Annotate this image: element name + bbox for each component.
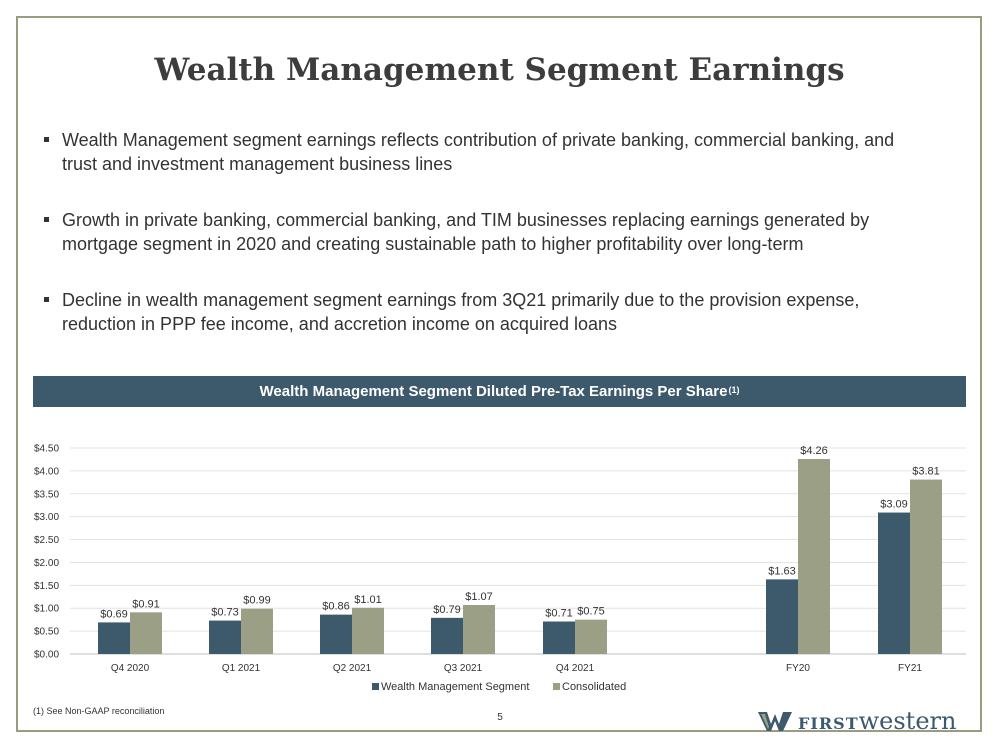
slide-frame bbox=[16, 16, 982, 732]
bar-wealth-management bbox=[543, 621, 575, 654]
data-label: $0.99 bbox=[243, 595, 271, 607]
data-label: $1.07 bbox=[465, 591, 493, 603]
bar-wealth-management bbox=[98, 622, 130, 654]
data-label: $1.63 bbox=[768, 565, 796, 577]
footnote: (1) See Non-GAAP reconciliation bbox=[33, 706, 165, 716]
bullet-text: Growth in private banking, commercial ba… bbox=[62, 210, 870, 254]
bar-wealth-management bbox=[878, 512, 910, 654]
legend-label: Consolidated bbox=[562, 681, 626, 693]
data-label: $3.81 bbox=[912, 466, 940, 478]
y-tick-label: $4.00 bbox=[34, 466, 59, 477]
logo-wordmark: FIRSTwestern bbox=[798, 707, 957, 735]
bar-consolidated bbox=[352, 607, 384, 654]
bar-consolidated bbox=[910, 479, 942, 654]
bar-consolidated bbox=[575, 619, 607, 654]
x-tick-label: FY21 bbox=[898, 663, 922, 674]
y-tick-label: $1.00 bbox=[34, 604, 59, 615]
bullet-item: Wealth Management segment earnings refle… bbox=[44, 128, 924, 176]
bullet-item: Growth in private banking, commercial ba… bbox=[44, 208, 924, 256]
bar-wealth-management bbox=[209, 620, 241, 654]
data-label: $0.79 bbox=[433, 604, 461, 616]
data-label: $0.86 bbox=[322, 601, 350, 613]
page-number: 5 bbox=[497, 712, 503, 723]
x-tick-label: FY20 bbox=[786, 663, 810, 674]
y-tick-label: $0.50 bbox=[34, 627, 59, 638]
bar-wealth-management bbox=[431, 617, 463, 654]
legend-swatch bbox=[553, 683, 560, 690]
data-label: $0.91 bbox=[132, 598, 160, 610]
bar-consolidated bbox=[130, 612, 162, 654]
legend-swatch bbox=[372, 683, 379, 690]
x-tick-label: Q2 2021 bbox=[333, 663, 372, 674]
legend-label: Wealth Management Segment bbox=[381, 681, 529, 693]
y-tick-label: $1.50 bbox=[34, 581, 59, 592]
bullet-item: Decline in wealth management segment ear… bbox=[44, 288, 924, 336]
y-tick-label: $0.00 bbox=[34, 650, 59, 661]
y-tick-label: $2.50 bbox=[34, 535, 59, 546]
x-tick-label: Q3 2021 bbox=[444, 663, 483, 674]
bar-wealth-management bbox=[766, 579, 798, 654]
bullet-list: Wealth Management segment earnings refle… bbox=[44, 128, 924, 368]
y-tick-label: $3.00 bbox=[34, 512, 59, 523]
chart-banner-footnote-ref: (1) bbox=[728, 384, 740, 395]
firstwestern-logo: FIRSTwestern bbox=[758, 707, 956, 735]
data-label: $0.75 bbox=[577, 606, 605, 618]
data-label: $1.01 bbox=[354, 594, 382, 606]
chart-banner-title: Wealth Management Segment Diluted Pre-Ta… bbox=[259, 383, 728, 400]
page-title: Wealth Management Segment Earnings bbox=[154, 52, 845, 88]
bar-consolidated bbox=[463, 605, 495, 654]
bullet-icon bbox=[44, 217, 49, 222]
bullet-text: Decline in wealth management segment ear… bbox=[62, 290, 860, 334]
x-tick-label: Q4 2021 bbox=[556, 663, 595, 674]
bar-wealth-management bbox=[320, 614, 352, 654]
x-tick-label: Q4 2020 bbox=[111, 663, 150, 674]
y-tick-label: $4.50 bbox=[34, 444, 59, 455]
bullet-icon bbox=[44, 297, 49, 302]
data-label: $0.69 bbox=[100, 608, 128, 620]
bar-consolidated bbox=[798, 458, 830, 654]
bar-consolidated bbox=[241, 608, 273, 654]
w-logo-icon bbox=[758, 712, 792, 731]
bullet-icon bbox=[44, 137, 49, 142]
data-label: $3.09 bbox=[880, 499, 908, 511]
y-tick-label: $3.50 bbox=[34, 489, 59, 500]
chart-banner: Wealth Management Segment Diluted Pre-Ta… bbox=[33, 376, 966, 407]
data-label: $4.26 bbox=[800, 445, 828, 457]
x-tick-label: Q1 2021 bbox=[222, 663, 261, 674]
eps-bar-chart: $0.00 $0.50 $1.00 $1.50 $2.00 $2.50 $3.00 $3.50… bbox=[34, 444, 966, 693]
y-tick-label: $2.00 bbox=[34, 558, 59, 569]
bullet-text: Wealth Management segment earnings refle… bbox=[62, 130, 895, 174]
data-label: $0.73 bbox=[211, 607, 239, 619]
data-label: $0.71 bbox=[545, 607, 573, 619]
